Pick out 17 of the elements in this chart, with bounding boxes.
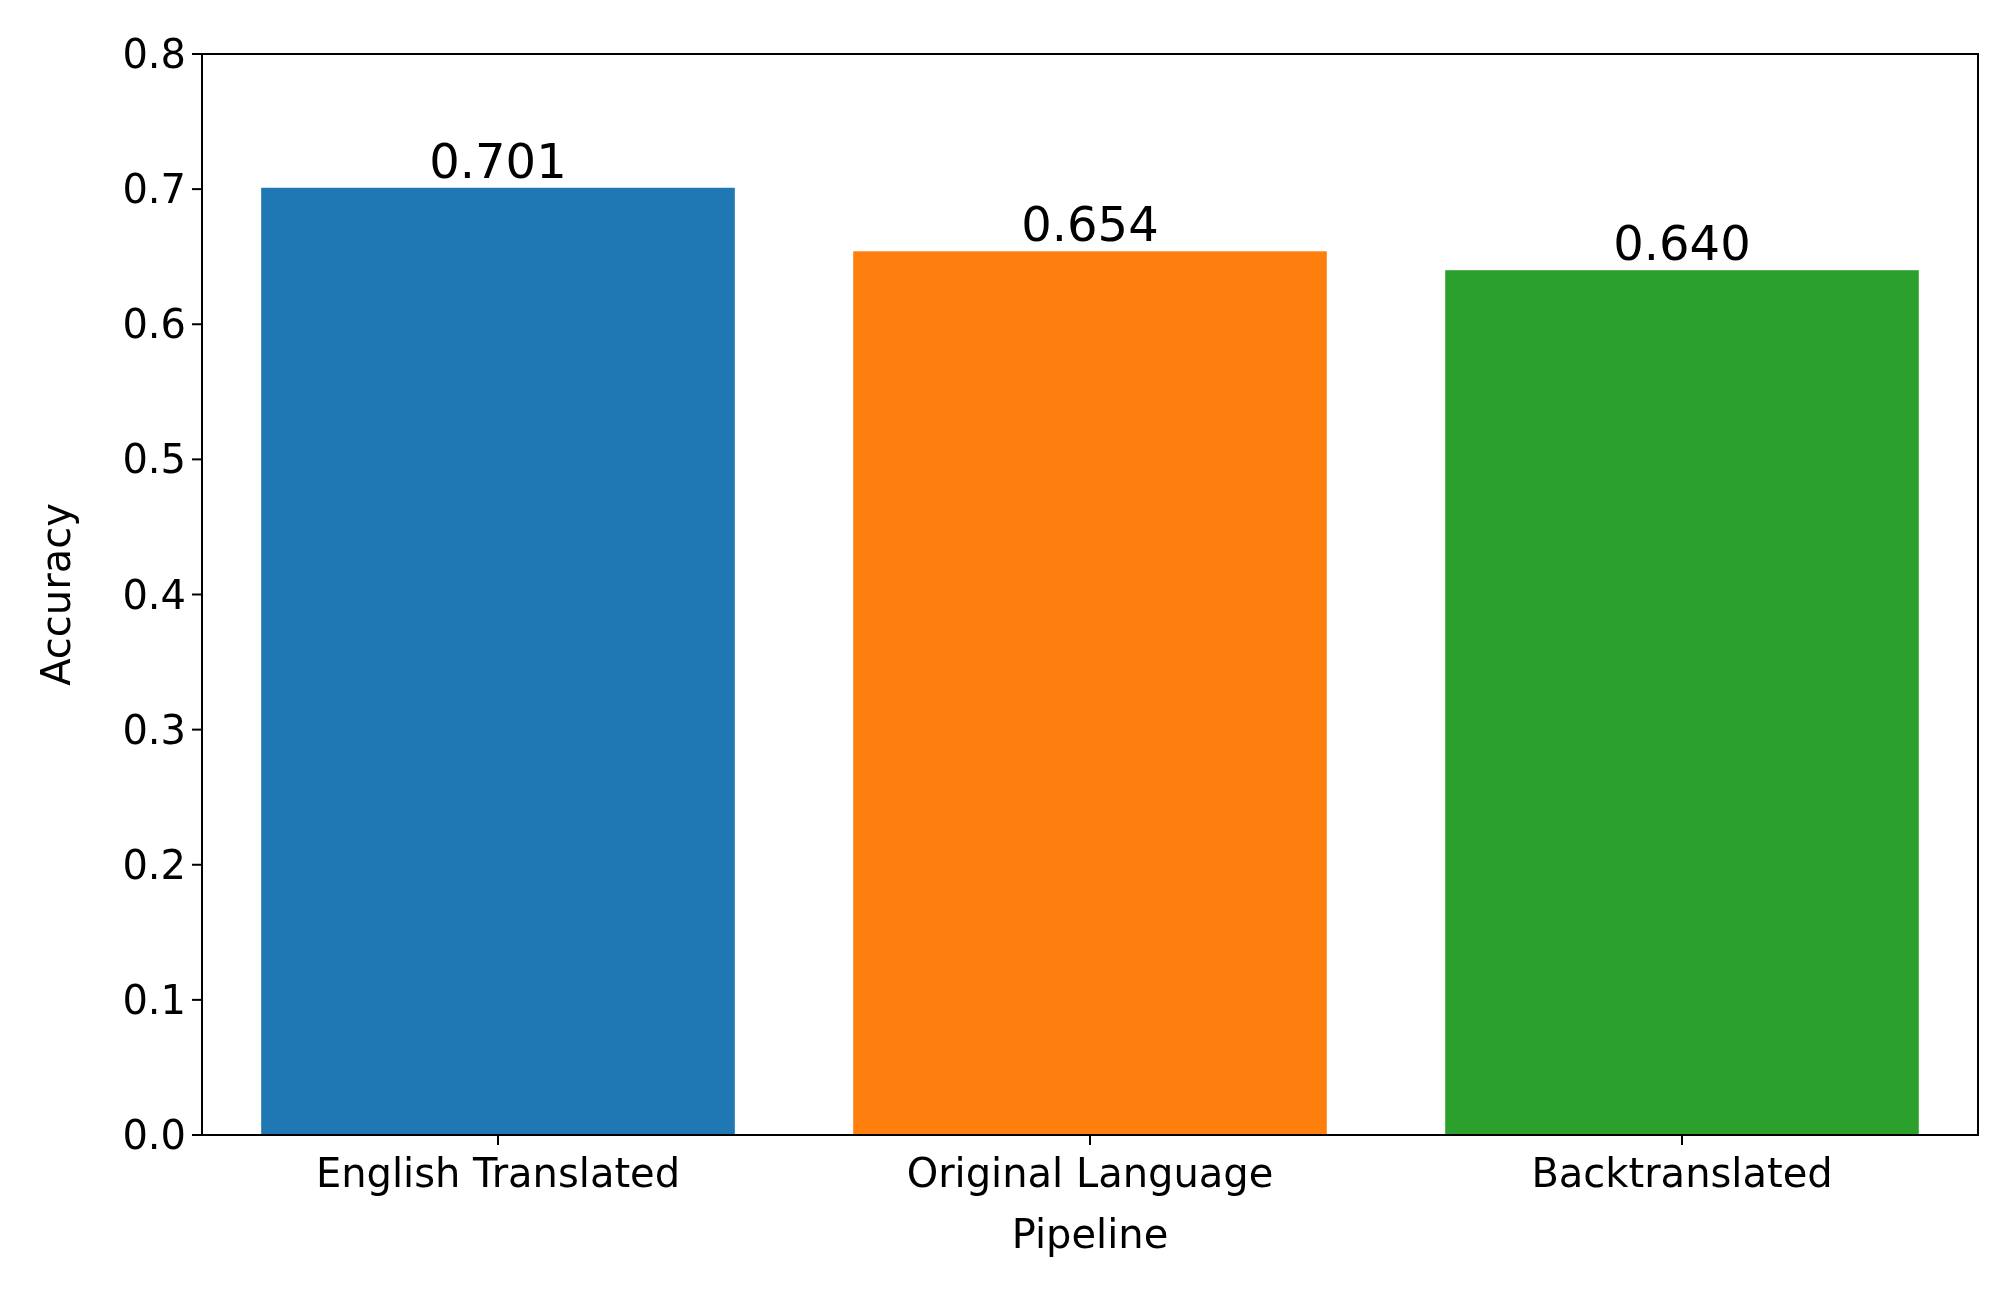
y-tick-label: 0.7 xyxy=(122,166,186,213)
data-label: 0.654 xyxy=(1021,196,1159,253)
y-tick-label: 0.5 xyxy=(122,436,186,483)
x-tick-label: Backtranslated xyxy=(1531,1150,1833,1196)
y-tick-label: 0.2 xyxy=(122,841,186,888)
y-tick-label: 0.0 xyxy=(122,1112,186,1158)
y-tick-label: 0.4 xyxy=(122,571,186,618)
data-label: 0.701 xyxy=(429,132,567,189)
x-axis-title: Pipeline xyxy=(1011,1211,1169,1257)
y-tick-label: 0.1 xyxy=(122,976,186,1023)
y-axis-title: Accuracy xyxy=(33,503,79,686)
y-tick-label: 0.3 xyxy=(122,706,186,753)
y-tick-label: 0.6 xyxy=(122,301,186,348)
x-tick-label: Original Language xyxy=(906,1150,1274,1196)
x-tick-label: English Translated xyxy=(315,1150,681,1196)
data-label: 0.640 xyxy=(1613,215,1751,272)
y-tick-label: 0.8 xyxy=(122,31,186,77)
